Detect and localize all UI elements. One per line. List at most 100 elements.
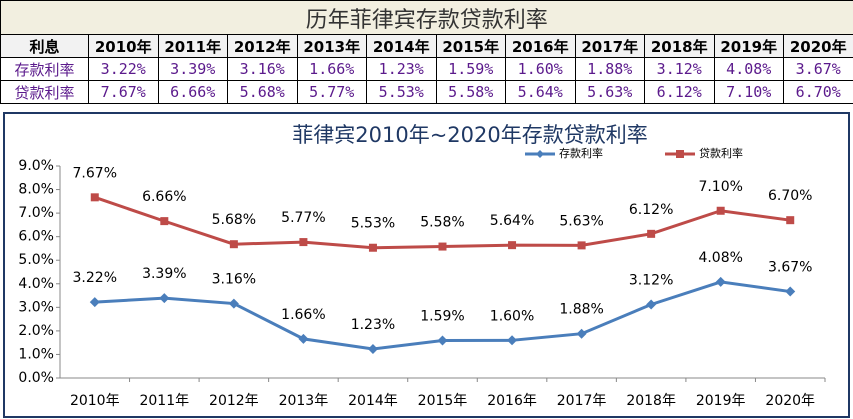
data-label: 1.59%	[420, 309, 464, 325]
y-tick-label: 9.0%	[18, 158, 54, 174]
cell: 1.88%	[574, 57, 645, 81]
data-label: 1.66%	[281, 307, 325, 323]
marker	[438, 242, 447, 251]
x-tick-label: 2018年	[626, 393, 676, 409]
chart-title: 菲律宾2010年~2020年存款贷款利率	[292, 123, 647, 147]
chart-border	[3, 112, 850, 418]
data-label: 3.12%	[629, 273, 673, 289]
y-tick-label: 2.0%	[18, 323, 54, 339]
header-cell: 2010年	[88, 34, 159, 58]
marker	[89, 297, 100, 308]
header-cell: 2012年	[227, 34, 298, 58]
legend-label: 存款利率	[559, 146, 603, 160]
cell: 6.66%	[157, 80, 228, 104]
cell: 7.10%	[713, 80, 784, 104]
marker	[646, 299, 657, 310]
cell: 1.23%	[366, 57, 437, 81]
data-label: 5.64%	[490, 213, 534, 229]
data-row: 贷款利率 7.67% 6.66% 5.68% 5.77% 5.53% 5.58% 5.64% 5…	[0, 80, 853, 104]
data-label: 5.77%	[281, 210, 325, 226]
data-label: 7.67%	[73, 165, 117, 181]
cell: 3.12%	[644, 57, 715, 81]
title-row: 历年菲律宾存款贷款利率	[0, 0, 853, 35]
marker	[507, 335, 518, 346]
data-label: 6.66%	[142, 189, 186, 205]
x-tick-label: 2017年	[557, 393, 607, 409]
header-cell: 2014年	[366, 34, 437, 58]
data-label: 5.53%	[351, 216, 395, 232]
data-label: 1.60%	[490, 308, 534, 324]
y-tick-label: 4.0%	[18, 276, 54, 292]
x-tick-label: 2019年	[696, 393, 746, 409]
header-cell: 2013年	[296, 34, 367, 58]
data-label: 3.16%	[212, 272, 256, 288]
cell: 6.12%	[644, 80, 715, 104]
header-cell: 2020年	[783, 34, 853, 58]
legend-marker	[536, 150, 544, 158]
marker	[299, 238, 308, 247]
x-tick-label: 2013年	[279, 393, 329, 409]
y-tick-label: 8.0%	[18, 182, 54, 198]
marker	[577, 241, 586, 250]
data-label: 6.12%	[629, 202, 673, 218]
row-label: 贷款利率	[0, 80, 89, 104]
marker	[576, 328, 587, 339]
marker	[90, 193, 99, 202]
cell: 1.66%	[296, 57, 367, 81]
marker	[437, 335, 448, 346]
cell: 3.22%	[88, 57, 159, 81]
cell: 1.59%	[435, 57, 506, 81]
data-label: 1.88%	[559, 302, 603, 318]
cell: 5.58%	[435, 80, 506, 104]
marker	[160, 217, 169, 226]
data-label: 3.67%	[768, 260, 812, 276]
header-cell: 2018年	[644, 34, 715, 58]
header-cell: 2017年	[574, 34, 645, 58]
cell: 5.63%	[574, 80, 645, 104]
x-tick-label: 2010年	[70, 393, 120, 409]
y-tick-label: 7.0%	[18, 205, 54, 221]
marker	[716, 206, 725, 215]
cell: 5.68%	[227, 80, 298, 104]
x-tick-label: 2012年	[209, 393, 259, 409]
marker	[159, 293, 170, 304]
data-label: 3.22%	[73, 270, 117, 286]
data-row: 存款利率 3.22% 3.39% 3.16% 1.66% 1.23% 1.59% 1.60% 1…	[0, 57, 853, 81]
marker	[298, 333, 309, 344]
header-row: 利息 2010年 2011年 2012年 2013年 2014年 2015年 2016年 201…	[0, 34, 853, 58]
y-tick-label: 1.0%	[18, 346, 54, 362]
x-tick-label: 2011年	[139, 393, 189, 409]
y-tick-label: 0.0%	[18, 370, 54, 386]
x-tick-label: 2020年	[765, 393, 815, 409]
data-label: 5.58%	[420, 215, 464, 231]
data-label: 6.70%	[768, 188, 812, 204]
header-cell: 2016年	[505, 34, 576, 58]
x-tick-label: 2014年	[348, 393, 398, 409]
marker	[647, 229, 656, 238]
data-label: 3.39%	[142, 266, 186, 282]
marker	[786, 216, 795, 225]
cell: 7.67%	[88, 80, 159, 104]
marker	[228, 298, 239, 309]
marker	[229, 240, 238, 249]
header-cell: 2011年	[157, 34, 228, 58]
data-label: 4.08%	[698, 250, 742, 266]
x-tick-label: 2015年	[418, 393, 468, 409]
rate-table: 历年菲律宾存款贷款利率 利息 2010年 2011年 2012年 2013年 2014年 20…	[0, 0, 853, 104]
legend-label: 贷款利率	[699, 146, 743, 160]
marker	[367, 344, 378, 355]
header-cell: 2015年	[435, 34, 506, 58]
marker	[785, 286, 796, 297]
y-tick-label: 6.0%	[18, 229, 54, 245]
marker	[368, 243, 377, 252]
table-title: 历年菲律宾存款贷款利率	[0, 0, 853, 35]
y-tick-label: 5.0%	[18, 252, 54, 268]
marker	[715, 276, 726, 287]
data-label: 7.10%	[698, 179, 742, 195]
y-tick-label: 3.0%	[18, 299, 54, 315]
cell: 6.70%	[783, 80, 853, 104]
legend-marker	[676, 150, 684, 158]
data-label: 1.23%	[351, 317, 395, 333]
